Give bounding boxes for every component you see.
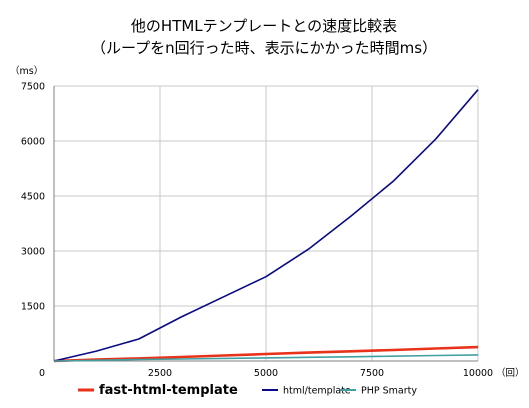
- x-axis-label: （回）: [496, 367, 525, 379]
- series-line-php-smarty: [53, 354, 479, 362]
- y-tick-labels: 1500 3000 4500 6000 7500: [21, 82, 45, 313]
- y-tick-label-3: 6000: [21, 137, 45, 148]
- x-tick-label-4: 10000: [463, 368, 493, 379]
- series-line-fast-html-template: [53, 345, 479, 363]
- legend-label-2: PHP Smarty: [361, 386, 417, 397]
- series-lines: [53, 89, 479, 363]
- series-line-html-template: [53, 89, 479, 362]
- y-tick-label-0: 1500: [21, 302, 45, 313]
- legend-label-0: fast-html-template: [99, 383, 238, 398]
- y-tick-label-1: 3000: [21, 247, 45, 258]
- y-axis-label: （ms）: [10, 65, 43, 77]
- legend-label-1: html/template: [283, 386, 351, 397]
- x-tick-labels: 2500 5000 7500 10000: [148, 368, 493, 379]
- axes: [53, 86, 478, 362]
- y-tick-label-2: 4500: [21, 192, 45, 203]
- x-tick-label-2: 5000: [254, 368, 278, 379]
- x-tick-label-1: 2500: [148, 368, 172, 379]
- chart-title-line-2: （ループをn回行った時、表示にかかった時間ms）: [91, 39, 437, 57]
- chart-title-line-1: 他のHTMLテンプレートとの速度比較表: [131, 17, 397, 35]
- grid-lines: [54, 85, 479, 361]
- x-tick-label-3: 7500: [360, 368, 384, 379]
- y-tick-label-zero: 0: [39, 368, 45, 379]
- y-tick-label-4: 7500: [21, 82, 45, 93]
- legend: fast-html-template html/template PHP Smart…: [78, 383, 417, 398]
